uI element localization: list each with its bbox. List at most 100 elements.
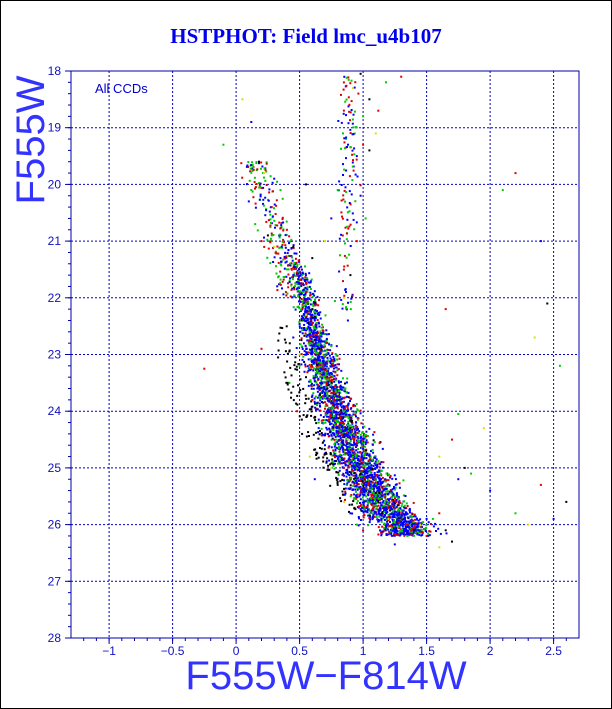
data-point <box>380 505 383 508</box>
data-point <box>420 526 423 529</box>
data-point <box>411 530 414 533</box>
data-point <box>384 478 387 481</box>
data-point <box>558 364 561 367</box>
y-tick-label: 22 <box>48 291 62 305</box>
data-point <box>300 418 303 421</box>
data-point <box>340 421 343 424</box>
data-point <box>399 516 402 519</box>
data-point <box>336 363 339 366</box>
data-point <box>322 456 325 459</box>
data-point <box>327 370 330 373</box>
data-point <box>359 487 362 490</box>
data-point <box>370 464 373 467</box>
data-point <box>288 240 291 243</box>
data-point <box>326 415 328 418</box>
data-point <box>391 499 394 502</box>
data-point <box>354 461 357 464</box>
data-point <box>336 483 339 486</box>
data-point <box>260 187 263 190</box>
data-point <box>298 391 301 394</box>
data-point <box>416 532 419 535</box>
data-point <box>340 406 343 409</box>
data-point <box>329 414 332 416</box>
data-point <box>271 181 274 184</box>
data-point <box>363 470 366 473</box>
data-point <box>338 386 341 388</box>
data-point <box>348 442 351 445</box>
data-point <box>308 333 311 336</box>
data-point <box>393 508 396 511</box>
data-point <box>351 430 354 433</box>
data-point <box>280 264 283 267</box>
data-point <box>313 312 316 315</box>
data-point <box>272 234 275 236</box>
data-point <box>322 357 325 360</box>
data-point <box>359 498 362 501</box>
data-point <box>348 510 350 513</box>
data-point <box>302 316 305 319</box>
data-point <box>404 533 407 536</box>
data-point <box>358 517 360 520</box>
data-point <box>319 372 322 375</box>
data-point <box>353 496 356 499</box>
data-point <box>354 468 357 471</box>
data-point <box>316 390 319 393</box>
data-point <box>345 429 348 432</box>
data-point <box>326 412 329 415</box>
data-point <box>344 200 347 203</box>
data-point <box>355 446 357 448</box>
data-point <box>345 484 348 486</box>
data-point <box>304 303 307 306</box>
data-point <box>314 342 317 345</box>
data-point <box>281 243 284 246</box>
data-point <box>253 181 256 184</box>
data-point <box>394 505 396 508</box>
data-point <box>293 295 296 298</box>
data-point <box>354 434 357 436</box>
data-point <box>404 530 406 533</box>
data-point <box>411 527 414 530</box>
data-point <box>389 476 391 479</box>
data-point <box>310 340 313 343</box>
data-point <box>333 423 336 426</box>
data-point <box>296 290 299 293</box>
data-point <box>272 246 274 249</box>
data-point <box>328 394 331 397</box>
data-point <box>366 470 369 473</box>
data-point <box>391 504 394 507</box>
data-point <box>303 334 306 337</box>
data-point <box>311 394 314 397</box>
data-point <box>296 273 298 276</box>
data-point <box>358 495 361 498</box>
data-point <box>359 451 362 454</box>
data-point <box>359 433 362 436</box>
data-point <box>365 434 368 437</box>
data-point <box>376 487 379 489</box>
data-point <box>309 323 311 326</box>
data-point <box>322 386 325 389</box>
data-point <box>310 299 312 302</box>
data-point <box>297 289 300 292</box>
data-point <box>373 472 376 474</box>
data-point <box>356 488 359 491</box>
data-point <box>323 448 326 451</box>
data-point <box>309 369 312 372</box>
data-point <box>356 408 359 411</box>
data-point <box>376 489 379 492</box>
data-point <box>308 348 311 351</box>
data-point <box>358 430 361 433</box>
data-point <box>277 252 280 255</box>
data-point <box>305 435 308 438</box>
data-point <box>404 527 407 530</box>
data-point <box>311 347 314 350</box>
data-point <box>298 262 301 265</box>
data-point <box>297 281 300 284</box>
data-point <box>417 522 420 525</box>
data-point <box>312 377 315 380</box>
data-point <box>293 262 296 264</box>
data-point <box>323 354 326 357</box>
data-point <box>332 449 335 452</box>
x-tick-label: −0.5 <box>161 644 185 658</box>
data-point <box>349 484 352 487</box>
data-point <box>315 422 318 425</box>
